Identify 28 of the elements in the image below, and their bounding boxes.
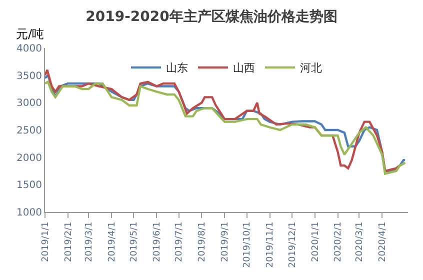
x-tick-label: 2019/8/1 (198, 222, 208, 262)
x-tick-label: 2019/11/1 (266, 222, 276, 268)
legend-label: 山西 (233, 62, 255, 75)
x-tick-label: 2019/6/1 (152, 222, 163, 262)
x-tick-label: 2019/4/1 (107, 222, 118, 262)
y-tick-label: 2000 (16, 152, 42, 164)
x-tick-label: 2019/2/1 (64, 222, 74, 262)
x-tick-label: 2019/9/1 (220, 222, 231, 262)
x-tick-label: 2019/5/1 (130, 222, 140, 262)
x-tick-label: 2019/7/1 (174, 222, 185, 262)
y-axis-title: 元/吨 (16, 27, 44, 41)
y-tick-label: 3000 (16, 98, 42, 110)
x-tick-label: 2020/3/1 (355, 222, 366, 262)
y-tick-label: 2500 (16, 126, 42, 136)
x-tick-label: 2020/2/1 (334, 222, 344, 262)
chart-title: 2019-2020年主产区煤焦油价格走势图 (86, 8, 338, 25)
x-tick-label: 2019/12/1 (288, 222, 298, 268)
x-tick-label: 2019/1/1 (40, 222, 51, 262)
legend-label: 河北 (300, 62, 322, 75)
x-tick-label: 2019/3/1 (84, 222, 95, 262)
x-tick-label: 2020/4/1 (378, 222, 388, 262)
x-tick-label: 2019/10/1 (242, 222, 253, 268)
y-tick-label: 3500 (16, 70, 42, 82)
y-tick-label: 1500 (16, 180, 42, 192)
y-tick-label: 4000 (16, 44, 42, 54)
x-tick-label: 2020/1/1 (310, 222, 321, 262)
legend-label: 山东 (166, 62, 188, 75)
y-tick-label: 1000 (16, 208, 42, 218)
